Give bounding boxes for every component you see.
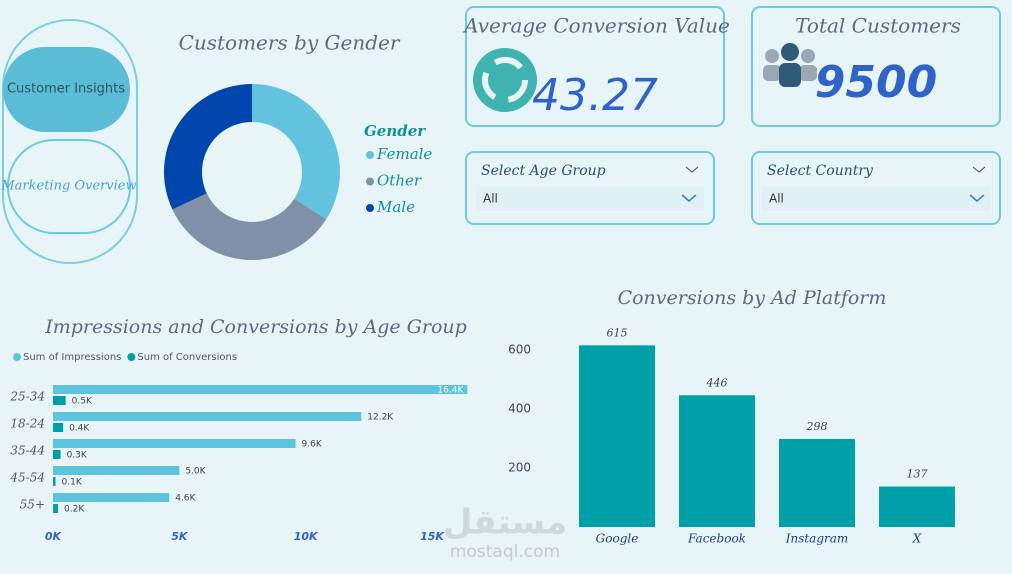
y-tick-label: 45-54 [9,471,45,485]
nav-button[interactable] [7,139,131,234]
dropdown[interactable] [476,187,704,211]
card [751,6,1001,127]
donut-slice [172,193,327,260]
bar [53,396,66,405]
x-tick-label: Facebook [687,532,746,546]
nav-label[interactable]: Marketing Overview [0,179,136,194]
card-title: Average Conversion Value [462,14,730,38]
legend-marker [13,353,21,361]
y-tick-label: 200 [508,460,531,474]
y-tick-label: 600 [508,342,531,356]
data-label: 0.5K [72,397,93,407]
x-tick-label: Google [596,532,639,546]
slicer-label: Select Age Group [481,163,606,179]
data-label: 4.6K [175,494,196,504]
chevron[interactable] [969,194,985,202]
icon [763,49,817,81]
y-tick-label: 55+ [20,498,45,512]
x-tick-label: 0K [45,530,63,543]
watermark: mostaql.com [450,542,560,562]
chart-title: Customers by Gender [179,31,401,55]
donut-slice [163,84,252,210]
card-title: Total Customers [795,14,961,38]
legend-label: Male [376,198,415,216]
data-label: 12.2K [367,413,394,423]
nav-button[interactable] [3,47,130,132]
chevron[interactable] [681,194,697,202]
slicer-value[interactable]: All [483,192,498,206]
chart-title: Conversions by Ad Platform [618,287,887,309]
watermark: مستقل [443,503,567,543]
bar [53,412,362,421]
y-tick-label: 35-44 [10,444,45,458]
nav-label[interactable]: Customer Insights [7,82,125,97]
data-label: 0.2K [64,505,85,515]
x-tick-label: 10K [294,530,319,543]
legend-marker [366,177,374,186]
legend-marker [366,204,374,212]
bar [53,466,180,475]
chevron[interactable] [972,166,986,173]
legend-label: Other [377,172,422,190]
card-value: 43.27 [532,70,658,121]
bar [53,450,61,459]
x-tick-label: 5K [171,530,189,543]
y-tick-label: 18-24 [10,417,45,431]
data-label: 9.6K [302,440,323,450]
chevron[interactable] [685,166,699,173]
bar [53,423,64,432]
data-label: 137 [907,468,928,481]
slicer-value[interactable]: All [769,192,784,206]
x-tick-label: 15K [420,530,445,543]
legend-title: Gender [364,122,426,140]
data-label: 16.4K [437,386,464,396]
data-label: 0.1K [62,478,83,488]
y-tick-label: 400 [508,401,531,415]
bar [779,438,855,527]
icon [482,57,528,103]
bar [679,395,755,527]
y-tick-label: 25-34 [9,390,45,404]
icon [779,43,801,87]
legend-marker [127,353,136,361]
nav-frame [2,19,138,264]
data-label: 0.4K [69,424,90,434]
data-label: 298 [806,420,828,433]
legend-label: Female [376,145,432,163]
data-label: 446 [706,376,728,389]
legend-label: Sum of Conversions [137,352,237,363]
bar [53,493,170,502]
bar [53,504,59,513]
data-label: 615 [607,326,628,339]
x-tick-label: X [912,532,922,546]
dropdown[interactable] [762,187,990,211]
legend-label: Sum of Impressions [23,352,121,363]
bar [53,385,468,394]
legend-marker [366,151,374,159]
bar [53,477,56,486]
donut-slice [252,84,340,220]
card-value: 9500 [815,57,937,108]
chart-title: Impressions and Conversions by Age Group [44,316,467,338]
data-label: 0.3K [67,451,88,461]
x-tick-label: Instagram [785,532,849,546]
data-label: 5.0K [185,467,206,477]
slicer-label: Select Country [767,163,874,179]
bar [879,486,955,527]
bar [53,439,296,448]
bar [579,345,655,527]
